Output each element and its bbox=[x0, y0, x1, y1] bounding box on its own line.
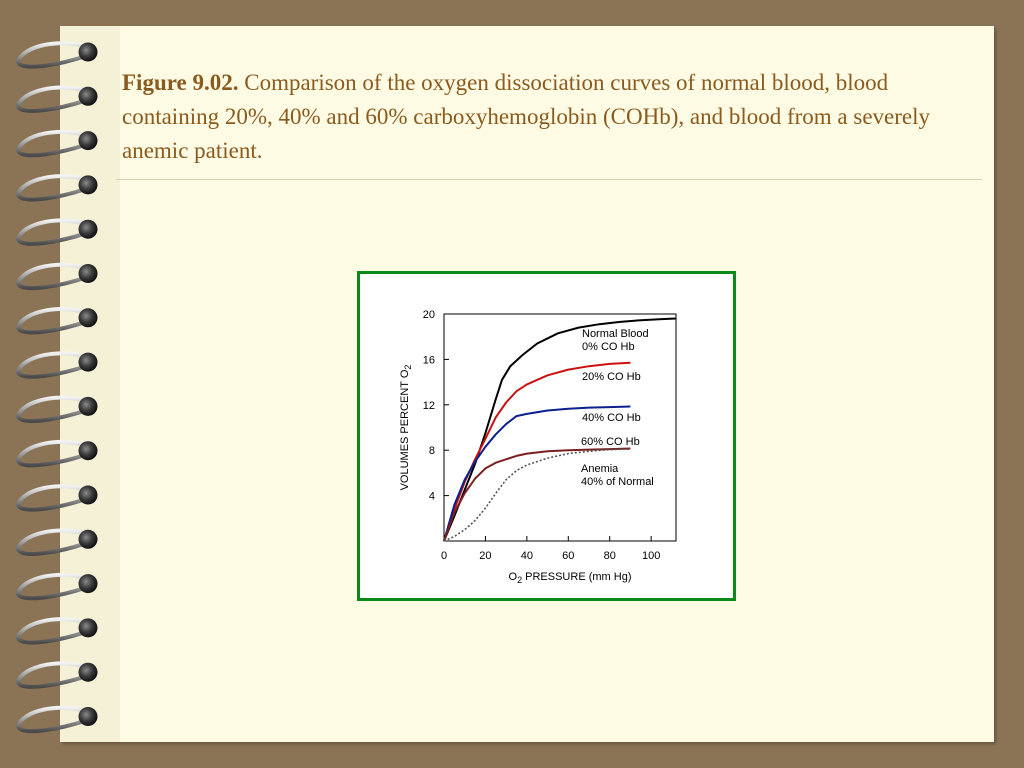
chart-frame: 4 8 12 16 20 0 20 40 60 80 100 O2 PRESSURE (mm Hg)… bbox=[357, 271, 736, 601]
series-label: 20% CO Hb bbox=[582, 371, 641, 383]
plot-frame bbox=[443, 313, 677, 542]
spiral-wire bbox=[15, 351, 88, 379]
binding-hole bbox=[78, 529, 98, 549]
chart-curves bbox=[443, 317, 677, 542]
binding-hole bbox=[78, 396, 98, 416]
oxygen-dissociation-chart: 4 8 12 16 20 0 20 40 60 80 100 O2 PRESSURE (mm Hg)… bbox=[399, 309, 677, 585]
series-sublabel: 0% CO Hb bbox=[582, 341, 635, 353]
spiral-wire bbox=[15, 395, 88, 424]
binding-hole bbox=[78, 352, 98, 372]
y-tick-label: 4 bbox=[429, 491, 435, 503]
y-tick-label: 20 bbox=[423, 309, 435, 321]
binding-hole bbox=[78, 441, 98, 461]
binding-hole bbox=[78, 574, 98, 594]
spiral-wire bbox=[15, 307, 88, 335]
binding-hole bbox=[78, 264, 98, 283]
spiral-wire bbox=[15, 262, 88, 291]
caption-text: Comparison of the oxygen dissociation cu… bbox=[122, 70, 930, 163]
spiral-wire bbox=[15, 41, 88, 69]
binding-hole bbox=[78, 707, 98, 726]
spiral-binding bbox=[15, 41, 98, 734]
x-tick-label: 0 bbox=[441, 550, 447, 562]
spiral-wire bbox=[15, 617, 88, 645]
x-tick-label: 60 bbox=[562, 550, 574, 562]
binding-hole bbox=[78, 662, 98, 682]
spiral-wire bbox=[15, 218, 88, 246]
series-label: Anemia bbox=[581, 463, 619, 475]
x-tick-label: 100 bbox=[642, 550, 660, 562]
binding-hole bbox=[78, 86, 98, 106]
spiral-wire bbox=[15, 174, 88, 202]
chart-labels: O2 PRESSURE (mm Hg) VOLUMES PERCENT O2 Nor… bbox=[399, 328, 654, 585]
spiral-wire bbox=[15, 439, 88, 468]
binding-hole bbox=[78, 219, 98, 239]
x-tick-label: 20 bbox=[479, 550, 491, 562]
spiral-wire bbox=[15, 572, 88, 601]
binding-hole bbox=[78, 485, 98, 505]
binding-hole bbox=[78, 308, 98, 328]
chart-axes: 4 8 12 16 20 0 20 40 60 80 100 bbox=[423, 309, 677, 562]
spiral-wire bbox=[15, 528, 88, 556]
y-tick-label: 8 bbox=[429, 445, 435, 457]
series-line bbox=[443, 317, 677, 542]
spiral-wire bbox=[15, 661, 88, 689]
figure-label: Figure 9.02. bbox=[122, 70, 239, 95]
series-label: 60% CO Hb bbox=[581, 436, 640, 448]
binding-hole bbox=[78, 175, 98, 195]
divider bbox=[116, 179, 982, 180]
series-line bbox=[443, 448, 631, 542]
spiral-wire bbox=[15, 484, 88, 512]
binding-hole bbox=[78, 42, 98, 62]
figure-caption: Figure 9.02. Comparison of the oxygen di… bbox=[122, 66, 982, 168]
series-line bbox=[443, 447, 631, 542]
binding-hole bbox=[78, 618, 98, 638]
y-axis-label: VOLUMES PERCENT O2 bbox=[399, 365, 413, 491]
series-sublabel: 40% of Normal bbox=[581, 476, 654, 488]
series-label: 40% CO Hb bbox=[582, 412, 641, 424]
y-tick-label: 12 bbox=[423, 400, 435, 412]
spiral-wire bbox=[15, 705, 88, 734]
x-axis-label: O2 PRESSURE (mm Hg) bbox=[509, 571, 632, 585]
spiral-wire bbox=[15, 85, 88, 113]
y-tick-label: 16 bbox=[423, 354, 435, 366]
series-line bbox=[443, 405, 631, 542]
x-tick-label: 80 bbox=[604, 550, 616, 562]
x-tick-label: 40 bbox=[521, 550, 533, 562]
binding-hole bbox=[78, 131, 98, 151]
spiral-wire bbox=[15, 129, 88, 158]
series-label: Normal Blood bbox=[582, 328, 649, 340]
